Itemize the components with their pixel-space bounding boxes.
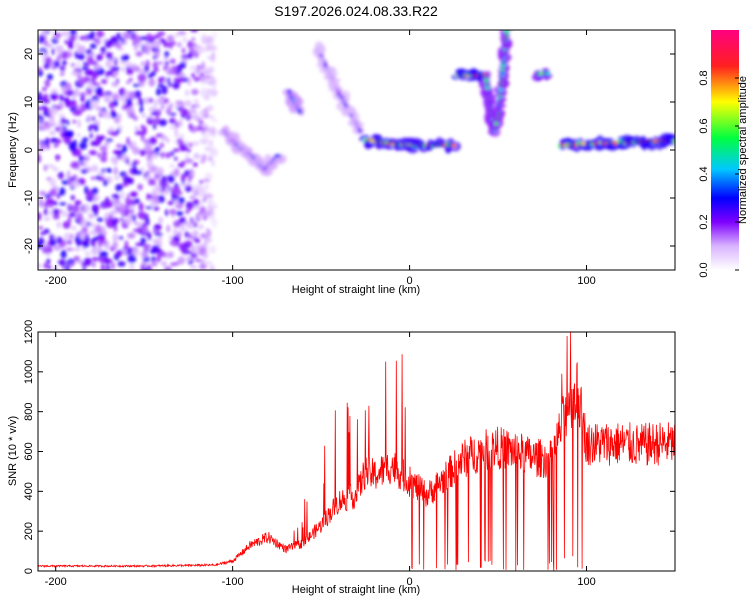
- colorbar-ticks: 0.0 0.2 0.4 0.6 0.8: [698, 70, 739, 278]
- snr-x-axis: -200 -100 0 100: [45, 332, 596, 588]
- spectrogram-y-label: Frequency (Hz): [7, 112, 19, 188]
- y-tick-label: 1200: [23, 320, 35, 344]
- colorbar-tick-label: 0.4: [698, 166, 710, 181]
- spectral-feature: [38, 30, 219, 270]
- spectrogram-x-axis: -200 -100 0 100: [45, 30, 596, 287]
- y-tick-label: 0: [23, 147, 35, 153]
- y-tick-label: 10: [23, 96, 35, 108]
- colorbar: 0.0 0.2 0.4 0.6 0.8 Normalized spectral ampl…: [698, 30, 749, 278]
- colorbar-tick-label: 0.8: [698, 70, 710, 85]
- x-tick-label: -200: [45, 576, 67, 588]
- spectral-feature: [478, 30, 513, 137]
- x-tick-label: -100: [222, 576, 244, 588]
- x-tick-label: 100: [577, 576, 595, 588]
- snr-plot-area: [38, 332, 675, 571]
- y-tick-label: 600: [23, 442, 35, 460]
- y-tick-label: -10: [23, 190, 35, 206]
- y-tick-label: 20: [23, 48, 35, 60]
- spectral-feature: [312, 41, 365, 135]
- spectral-feature: [451, 67, 491, 85]
- spectrogram-y-axis: -20 -10 0 10 20: [23, 48, 675, 254]
- spectral-feature: [282, 88, 305, 117]
- snr-y-axis: 0 200 400 600 800 1000 1200: [23, 320, 675, 574]
- x-tick-label: 0: [407, 275, 413, 287]
- y-tick-label: -20: [23, 238, 35, 254]
- snr-series-line: [38, 332, 675, 571]
- spectral-feature: [359, 133, 461, 154]
- colorbar-tick-label: 0.6: [698, 118, 710, 133]
- y-tick-label: 0: [23, 568, 35, 574]
- snr-panel: -200 -100 0 100 0 200 400 600 800 1000 1200 Heigh…: [7, 320, 676, 596]
- snr-x-label: Height of straight line (km): [292, 584, 420, 596]
- colorbar-tick-label: 0.0: [698, 262, 710, 277]
- y-tick-label: 400: [23, 482, 35, 500]
- x-tick-label: -100: [222, 275, 244, 287]
- colorbar-label: Normalized spectral amplitude: [737, 76, 749, 224]
- x-tick-label: 0: [407, 576, 413, 588]
- y-tick-label: 200: [23, 522, 35, 540]
- spectral-feature: [217, 125, 287, 177]
- spectrogram-x-label: Height of straight line (km): [292, 284, 420, 296]
- colorbar-gradient: [711, 30, 739, 270]
- snr-y-label: SNR (10 * v/v): [7, 416, 19, 486]
- spectral-feature: [531, 68, 553, 82]
- y-tick-label: 1000: [23, 360, 35, 384]
- figure-title: S197.2026.024.08.33.R22: [274, 3, 438, 19]
- colorbar-tick-label: 0.2: [698, 214, 710, 229]
- x-tick-label: -200: [45, 275, 67, 287]
- spectrogram-heat-layer: [38, 30, 675, 270]
- y-tick-label: 800: [23, 402, 35, 420]
- x-tick-label: 100: [577, 275, 595, 287]
- spectral-feature: [557, 133, 675, 153]
